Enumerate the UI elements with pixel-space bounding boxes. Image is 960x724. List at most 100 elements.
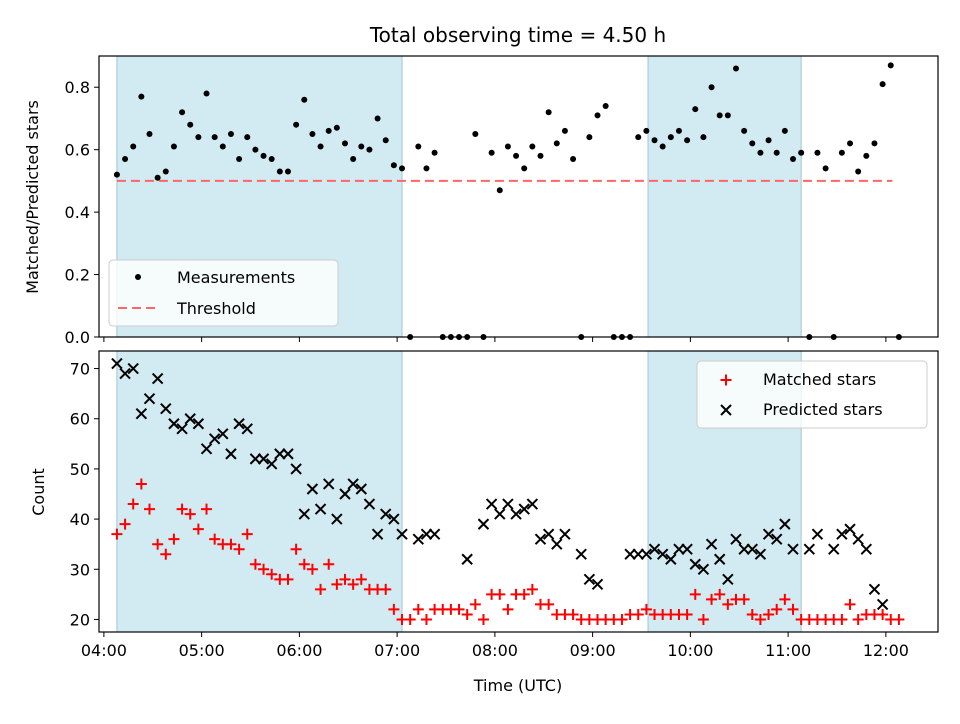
measurement-point: [138, 93, 145, 100]
matched-star-point: [306, 563, 318, 575]
measurement-point: [350, 156, 357, 163]
x-tick-label: 05:00: [179, 641, 225, 660]
predicted-star-point: [575, 548, 587, 560]
matched-star-point: [893, 613, 905, 625]
predicted-star-point: [485, 498, 498, 510]
measurement-point: [667, 134, 674, 141]
predicted-star-point: [192, 418, 205, 430]
measurement-point: [236, 156, 243, 163]
measurement-point: [586, 134, 593, 141]
predicted-star-point: [713, 553, 726, 565]
predicted-star-point: [208, 433, 221, 445]
measurement-point: [814, 149, 821, 156]
matched-star-point: [412, 603, 424, 615]
measurement-point: [382, 137, 389, 144]
predicted-star-point: [779, 518, 791, 530]
predicted-star-point: [494, 508, 506, 520]
measurement-point: [390, 162, 397, 169]
y-tick-label: 0.2: [65, 266, 90, 285]
predicted-star-point: [257, 453, 270, 465]
predicted-star-point: [518, 503, 530, 515]
measurement-point: [602, 102, 609, 109]
matched-star-point: [771, 603, 783, 615]
predicted-star-point: [828, 543, 840, 555]
predicted-star-point: [127, 362, 139, 375]
predicted-star-point: [168, 418, 180, 430]
y-tick-label: 70: [70, 360, 90, 379]
measurement-point: [504, 143, 511, 150]
y-tick-label: 20: [70, 610, 90, 629]
predicted-star-point: [705, 538, 718, 550]
measurement-point: [301, 96, 308, 103]
predicted-star-point: [811, 528, 824, 540]
measurement-point: [838, 149, 845, 156]
matched-star-point: [111, 528, 123, 540]
measurement-point: [252, 146, 259, 153]
predicted-star-point: [412, 533, 425, 545]
predicted-star-point: [722, 573, 734, 586]
measurement-point: [260, 152, 267, 159]
measurement-point: [855, 168, 862, 175]
predicted-star-point: [371, 528, 384, 540]
measurement-point: [708, 84, 715, 91]
matched-star-point: [233, 543, 245, 555]
matched-star-point: [380, 583, 392, 595]
predicted-star-point: [388, 513, 400, 525]
x-tick-label: 11:00: [765, 641, 811, 660]
predicted-star-point: [151, 372, 164, 385]
predicted-star-point: [477, 518, 490, 530]
predicted-star-point: [648, 543, 661, 555]
matched-star-point: [616, 613, 628, 625]
predicted-star-point: [290, 463, 302, 475]
predicted-star-point: [803, 543, 816, 555]
bottom-panel: 04:00 05:00 06:00 07:00 08:00 09:00 10:00 11:00…: [70, 350, 939, 660]
matched-star-point: [249, 558, 261, 570]
matched-star-point: [453, 603, 465, 615]
matched-star-point: [779, 593, 791, 605]
matched-star-point: [518, 588, 530, 600]
measurement-point: [741, 127, 748, 134]
measurement-point: [309, 131, 316, 138]
measurement-point: [594, 112, 601, 119]
measurement-point: [545, 109, 552, 116]
x-tick-label: 12:00: [863, 641, 909, 660]
predicted-star-point: [135, 408, 148, 420]
x-axis-label: Time (UTC): [473, 676, 562, 695]
measurement-point: [651, 137, 658, 144]
measurement-point: [325, 127, 332, 134]
measurement-point: [790, 156, 797, 163]
predicted-star-point: [632, 548, 644, 560]
legend-top: Measurements Threshold: [108, 259, 339, 327]
legend-predicted-marker: [720, 404, 732, 416]
predicted-star-point: [526, 498, 539, 510]
matched-star-point: [176, 503, 188, 515]
measurement-point: [537, 152, 544, 159]
measurement-point: [561, 127, 568, 134]
predicted-star-point: [420, 528, 433, 540]
predicted-star-point: [762, 528, 775, 540]
legend-frame: [696, 360, 928, 429]
matched-star-point: [763, 608, 775, 620]
measurement-point: [113, 171, 120, 178]
measurement-point: [154, 174, 161, 181]
measurement-point: [415, 143, 422, 150]
matched-star-point: [192, 523, 204, 535]
predicted-star-point: [282, 448, 294, 460]
matched-star-point: [258, 563, 270, 575]
measurement-point: [187, 121, 194, 128]
predicted-star-point: [347, 478, 359, 490]
predicted-star-point: [656, 548, 669, 560]
measurement-point: [268, 156, 275, 163]
measurement-point: [635, 134, 642, 141]
measurement-point: [643, 127, 650, 134]
matched-star-point: [119, 518, 131, 530]
measurement-point: [374, 115, 381, 122]
matched-star-point: [152, 538, 164, 550]
matched-star-point: [225, 538, 237, 550]
measurement-point: [684, 137, 691, 144]
y-tick-label: 60: [70, 410, 90, 429]
predicted-star-point: [111, 357, 123, 370]
bottom-y-axis-label: Count: [29, 468, 48, 516]
matched-star-point: [461, 608, 473, 620]
